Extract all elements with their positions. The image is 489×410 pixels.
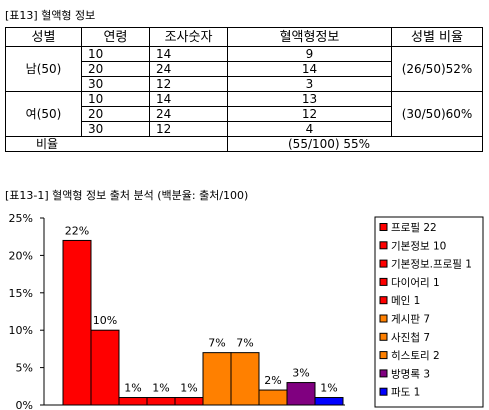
bar — [314, 397, 344, 406]
legend-label: 게시판 7 — [391, 314, 430, 326]
table-row: 30 12 3 — [6, 76, 483, 92]
legend-label: 사진첩 7 — [391, 332, 430, 344]
table-row: 남(50) 10 14 9 (26/50)52% — [5, 46, 483, 92]
legend-swatch — [379, 223, 388, 231]
legend-swatch — [379, 351, 388, 360]
gender-cell-female: 여(50) — [5, 91, 82, 137]
ratio-cell-female: (30/50)60% — [391, 91, 483, 137]
legend-swatch — [379, 387, 388, 396]
count-cell: 24 — [149, 106, 228, 122]
bar — [286, 382, 316, 406]
table-row: 여(50) 10 14 13 (30/50)60% — [5, 91, 483, 137]
y-tick-label: 15% — [9, 287, 33, 300]
header-age: 연령 — [81, 27, 150, 47]
chart-caption: [표13-1] 혈액형 정보 출처 분석 (백분율: 출처/100) — [5, 189, 249, 202]
age-cell: 20 — [81, 61, 150, 77]
legend-swatch — [379, 296, 388, 305]
y-tick-label: 20% — [9, 249, 33, 262]
legend-label: 메인 1 — [391, 295, 420, 307]
y-tick-label: 10% — [9, 324, 33, 337]
legend-swatch — [379, 277, 388, 286]
y-tick-label: 0% — [16, 399, 33, 410]
bar — [62, 239, 92, 406]
footer-value: (55/100) 55% — [227, 136, 483, 152]
bar — [90, 329, 120, 406]
age-cell: 10 — [81, 91, 150, 107]
count-cell: 14 — [149, 46, 228, 62]
count-cell: 24 — [149, 61, 228, 77]
bar — [202, 352, 232, 406]
legend-swatch — [379, 259, 388, 268]
data-label: 22% — [65, 224, 89, 237]
legend-label: 다이어리 1 — [391, 277, 440, 289]
header-blood-info: 혈액형정보 — [227, 27, 392, 47]
legend-swatch — [379, 369, 388, 378]
bar — [258, 389, 288, 406]
ratio-cell-male: (26/50)52% — [391, 46, 483, 92]
count-cell: 14 — [149, 91, 228, 107]
bar — [230, 352, 260, 406]
data-label: 3% — [292, 367, 309, 380]
data-label: 7% — [236, 337, 253, 350]
data-label: 1% — [124, 382, 141, 395]
age-cell: 20 — [81, 106, 150, 122]
table-caption: [표13] 혈액형 정보 — [5, 9, 96, 22]
header-gender-ratio: 성별 비율 — [391, 27, 483, 47]
info-cell: 12 — [227, 106, 392, 122]
data-label: 10% — [93, 314, 117, 327]
legend-label: 방명록 3 — [391, 368, 430, 380]
header-gender: 성별 — [5, 27, 82, 47]
count-cell: 12 — [149, 76, 228, 92]
table-footer-row: 비율 (55/100) 55% — [5, 136, 483, 152]
data-label: 1% — [180, 382, 197, 395]
footer-label: 비율 — [5, 136, 228, 152]
legend-label: 기본정보 10 — [391, 240, 446, 252]
legend-label: 파도 1 — [391, 387, 420, 399]
legend-label: 히스토리 2 — [391, 350, 440, 362]
data-label: 1% — [320, 382, 337, 395]
data-label: 7% — [208, 337, 225, 350]
table-row: 30 12 4 — [6, 121, 483, 137]
table-header-row: 성별 연령 조사숫자 혈액형정보 성별 비율 — [5, 27, 483, 47]
count-cell: 12 — [149, 121, 228, 137]
header-count: 조사숫자 — [149, 27, 228, 47]
table-row: 20 24 12 — [6, 106, 483, 122]
info-cell: 9 — [227, 46, 392, 62]
y-tick-label: 5% — [16, 362, 33, 375]
legend-label: 프로필 22 — [391, 222, 437, 234]
info-cell: 3 — [227, 76, 392, 92]
info-cell: 4 — [227, 121, 392, 137]
age-cell: 30 — [81, 121, 150, 137]
info-cell: 14 — [227, 61, 392, 77]
legend-swatch — [379, 241, 388, 250]
data-label: 1% — [152, 382, 169, 395]
blood-type-table: 성별 연령 조사숫자 혈액형정보 성별 비율 남(50) 10 14 9 (26… — [5, 27, 483, 152]
bar — [146, 397, 176, 406]
legend-swatch — [379, 332, 388, 341]
legend-label: 기본정보.프로필 1 — [391, 259, 472, 271]
gender-cell-male: 남(50) — [5, 46, 82, 92]
y-tick-label: 25% — [9, 212, 33, 225]
info-cell: 13 — [227, 91, 392, 107]
age-cell: 10 — [81, 46, 150, 62]
age-cell: 30 — [81, 76, 150, 92]
legend-swatch — [379, 314, 388, 323]
legend-box — [374, 216, 484, 408]
source-bar-chart: 0%5%10%15%20%25% 22%10%1% 1% 1%7% 7%2%3%1% … — [9, 212, 484, 410]
bar — [174, 397, 204, 406]
bar — [118, 397, 148, 406]
data-label: 2% — [264, 374, 281, 387]
